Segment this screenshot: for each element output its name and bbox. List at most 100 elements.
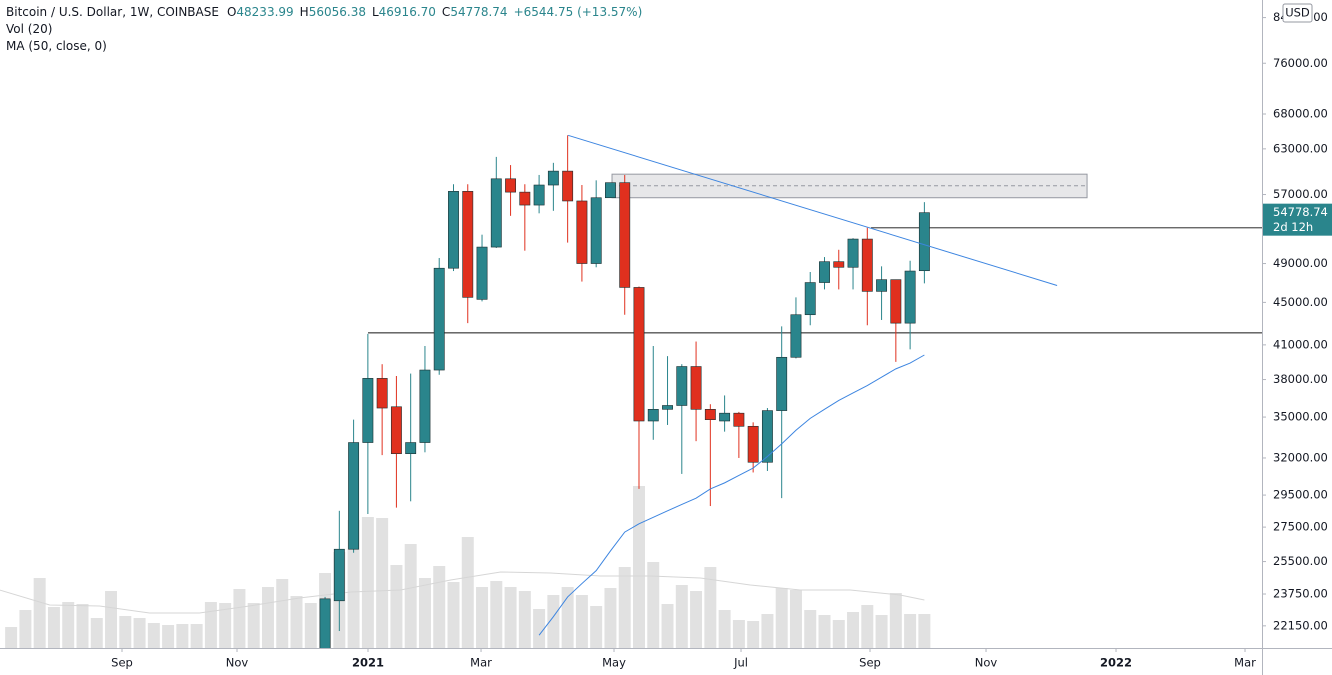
volume-bar (875, 615, 888, 648)
volume-bar (832, 620, 845, 648)
x-tick-label: Mar (1234, 656, 1256, 670)
candle-body (904, 270, 916, 324)
volume-bar (76, 604, 89, 648)
volume-bar (376, 518, 389, 648)
volume-bar (347, 520, 360, 648)
volume-bar (804, 610, 817, 648)
volume-bar (647, 562, 660, 648)
candle-body (847, 238, 859, 268)
candle-body (605, 182, 616, 199)
volume-bar (490, 581, 503, 648)
y-tick-label: 45000.00 (1273, 295, 1328, 309)
volume-bar (119, 616, 132, 648)
volume-bar (747, 621, 760, 648)
volume-bar (904, 614, 917, 648)
volume-bar (47, 607, 60, 648)
candle-body (690, 366, 702, 410)
ohlc-label: O (226, 5, 237, 19)
legend: Bitcoin / U.S. Dollar, 1W, COINBASE O4823… (6, 4, 642, 55)
x-tick-label: May (602, 656, 626, 670)
volume-bar (190, 624, 203, 648)
volume-bar (233, 589, 246, 648)
volume-bar (675, 585, 688, 648)
candle-body (547, 170, 559, 186)
candle-body (704, 409, 716, 420)
candle-body (533, 184, 545, 206)
volume-ma-line (0, 571, 925, 614)
candle-body (448, 191, 459, 269)
candle-body (662, 405, 673, 410)
candle-body (348, 442, 360, 550)
y-tick-label: 25500.00 (1273, 554, 1328, 568)
candle-body (390, 406, 402, 455)
y-tick-label: 49000.00 (1273, 256, 1328, 270)
volume-bar (204, 602, 217, 648)
volume-bar (276, 579, 289, 648)
y-tick-label: 32000.00 (1273, 450, 1328, 464)
candle-body (405, 442, 417, 455)
y-tick-label: 76000.00 (1273, 56, 1328, 70)
plot-area (0, 134, 1262, 648)
volume-bar (447, 582, 460, 648)
last-price-tag (1263, 203, 1332, 236)
candle-body (576, 200, 588, 264)
volume-bar (533, 609, 546, 648)
candle-body (619, 182, 631, 288)
change: +6544.75 (+13.57%) (513, 5, 643, 19)
ohlc-value: 46916.70 (378, 5, 436, 19)
volume-bar (147, 623, 160, 648)
candle-body (319, 598, 331, 648)
volume-bar (433, 566, 446, 648)
ohlc-label: H (299, 5, 309, 19)
volume-bar (861, 605, 874, 648)
volume-bar (33, 578, 46, 648)
volume-bar (361, 517, 374, 648)
volume-bar (261, 587, 274, 648)
x-tick-label: Jul (733, 656, 748, 670)
candle-body (419, 369, 431, 443)
volume-bar (390, 565, 403, 648)
y-tick-label: 27500.00 (1273, 520, 1328, 534)
volume-bar (590, 606, 603, 648)
volume-bar (105, 591, 118, 648)
candle-body (761, 410, 773, 463)
symbol-title[interactable]: Bitcoin / U.S. Dollar, 1W, COINBASE (6, 5, 219, 19)
volume-bar (5, 627, 18, 648)
candle-body (819, 261, 830, 283)
currency: USD (1285, 6, 1310, 20)
candle-body (433, 267, 445, 371)
x-tick-label: 2022 (1100, 656, 1132, 670)
y-tick-label: 63000.00 (1273, 141, 1328, 155)
y-tick-label: 23750.00 (1273, 587, 1328, 601)
volume-bar (718, 610, 731, 648)
volume-bar (219, 603, 232, 648)
trend-line (567, 134, 1058, 286)
ohlc-label: C (441, 5, 451, 19)
currency-box[interactable] (1282, 3, 1313, 23)
candle-body (376, 378, 388, 409)
ohlc-value: 54778.74 (450, 5, 508, 19)
volume-bar (290, 596, 303, 648)
volume-bar (90, 618, 103, 648)
candle-body (747, 425, 759, 463)
volume-bar (19, 610, 32, 648)
volume-bar (504, 587, 517, 648)
candle-body (476, 246, 488, 300)
volume-bar (461, 537, 474, 648)
candle-body (633, 287, 645, 422)
candle-body (719, 412, 731, 422)
candle-body (333, 548, 345, 602)
volume-bar (632, 486, 645, 648)
volume-bar (133, 618, 146, 648)
volume-bar (404, 544, 417, 648)
candle-body (462, 191, 474, 298)
volume-bar (704, 567, 717, 648)
y-tick-label: 38000.00 (1273, 372, 1328, 386)
indicator[interactable]: Vol (20) (6, 22, 53, 36)
volume-bar (618, 567, 631, 648)
x-tick-label: Nov (975, 656, 998, 670)
indicator[interactable]: MA (50, close, 0) (6, 39, 107, 53)
axes: 22150.00 23750.00 25500.00 27500.00 29500.00… (111, 10, 1332, 670)
volume-bar (418, 578, 431, 648)
